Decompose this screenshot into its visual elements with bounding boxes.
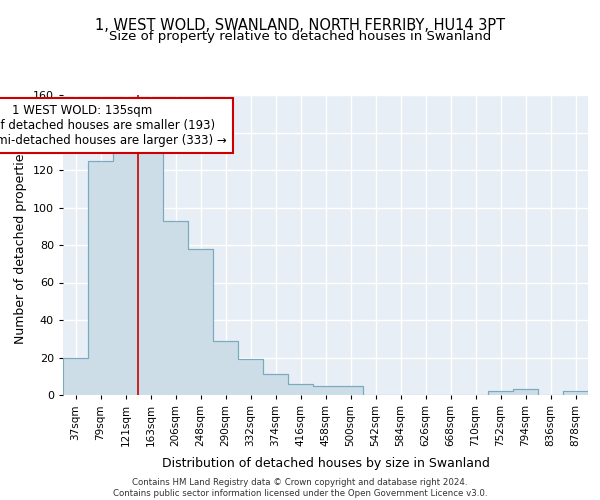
Polygon shape <box>63 146 588 395</box>
Y-axis label: Number of detached properties: Number of detached properties <box>14 146 27 344</box>
Text: 1 WEST WOLD: 135sqm
← 37% of detached houses are smaller (193)
63% of semi-detac: 1 WEST WOLD: 135sqm ← 37% of detached ho… <box>0 104 227 148</box>
Text: Size of property relative to detached houses in Swanland: Size of property relative to detached ho… <box>109 30 491 43</box>
X-axis label: Distribution of detached houses by size in Swanland: Distribution of detached houses by size … <box>161 458 490 470</box>
Text: Contains HM Land Registry data © Crown copyright and database right 2024.
Contai: Contains HM Land Registry data © Crown c… <box>113 478 487 498</box>
Text: 1, WEST WOLD, SWANLAND, NORTH FERRIBY, HU14 3PT: 1, WEST WOLD, SWANLAND, NORTH FERRIBY, H… <box>95 18 505 32</box>
